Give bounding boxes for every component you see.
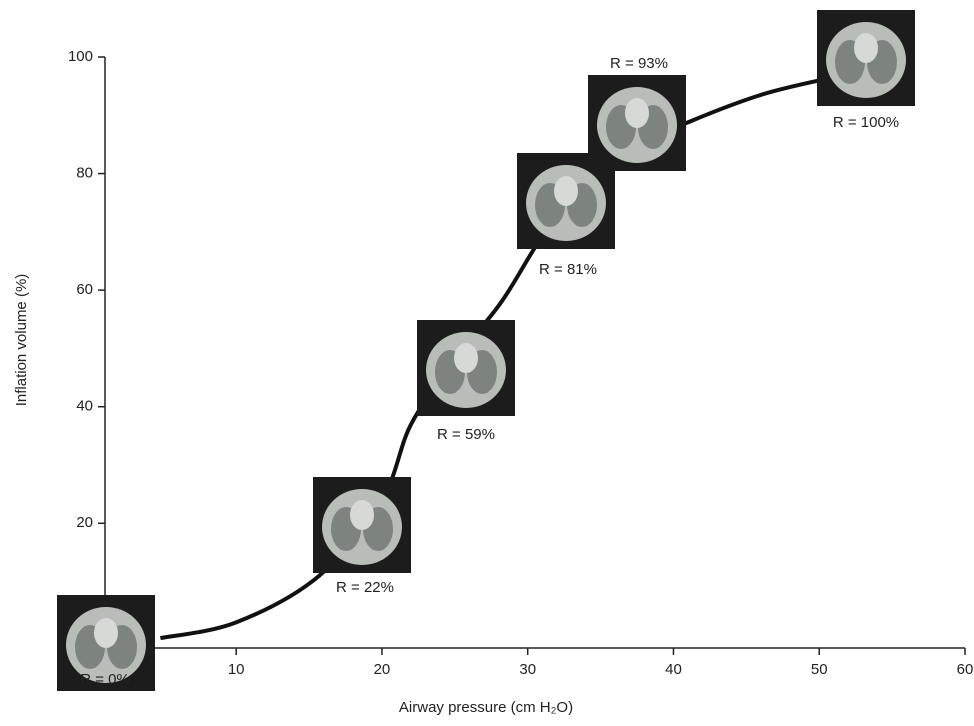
- y-tick-label: 60: [76, 281, 93, 298]
- ct-heart: [554, 176, 578, 206]
- annotation: R = 93%: [610, 55, 668, 72]
- y-tick-label: 80: [76, 165, 93, 182]
- ct-image: [588, 75, 686, 171]
- ct-heart: [625, 98, 649, 128]
- y-tick-label: 20: [76, 514, 93, 531]
- annotation: R = 81%: [539, 261, 597, 278]
- annotation: R = 59%: [437, 426, 495, 443]
- y-axis-label: Inflation volume (%): [13, 274, 30, 407]
- ct-heart: [854, 33, 878, 63]
- chart: Airway pressure (cm H₂O) Inflation volum…: [0, 0, 974, 721]
- ct-heart: [350, 500, 374, 530]
- annotation: R = 100%: [833, 114, 899, 131]
- x-tick-label: 10: [228, 661, 245, 678]
- annotation: R = 22%: [336, 579, 394, 596]
- annotation: R = 0%: [80, 671, 130, 688]
- x-tick-label: 30: [519, 661, 536, 678]
- ct-image: [313, 477, 411, 573]
- x-tick-label: 60: [957, 661, 974, 678]
- x-tick-label: 40: [665, 661, 682, 678]
- x-tick-label: 50: [811, 661, 828, 678]
- x-axis-label: Airway pressure (cm H₂O): [399, 699, 573, 716]
- y-tick-label: 100: [68, 48, 93, 65]
- ct-heart: [94, 618, 118, 648]
- ct-image: [417, 320, 515, 416]
- ct-heart: [454, 343, 478, 373]
- y-tick-label: 40: [76, 398, 93, 415]
- ct-image: [817, 10, 915, 106]
- x-tick-label: 20: [374, 661, 391, 678]
